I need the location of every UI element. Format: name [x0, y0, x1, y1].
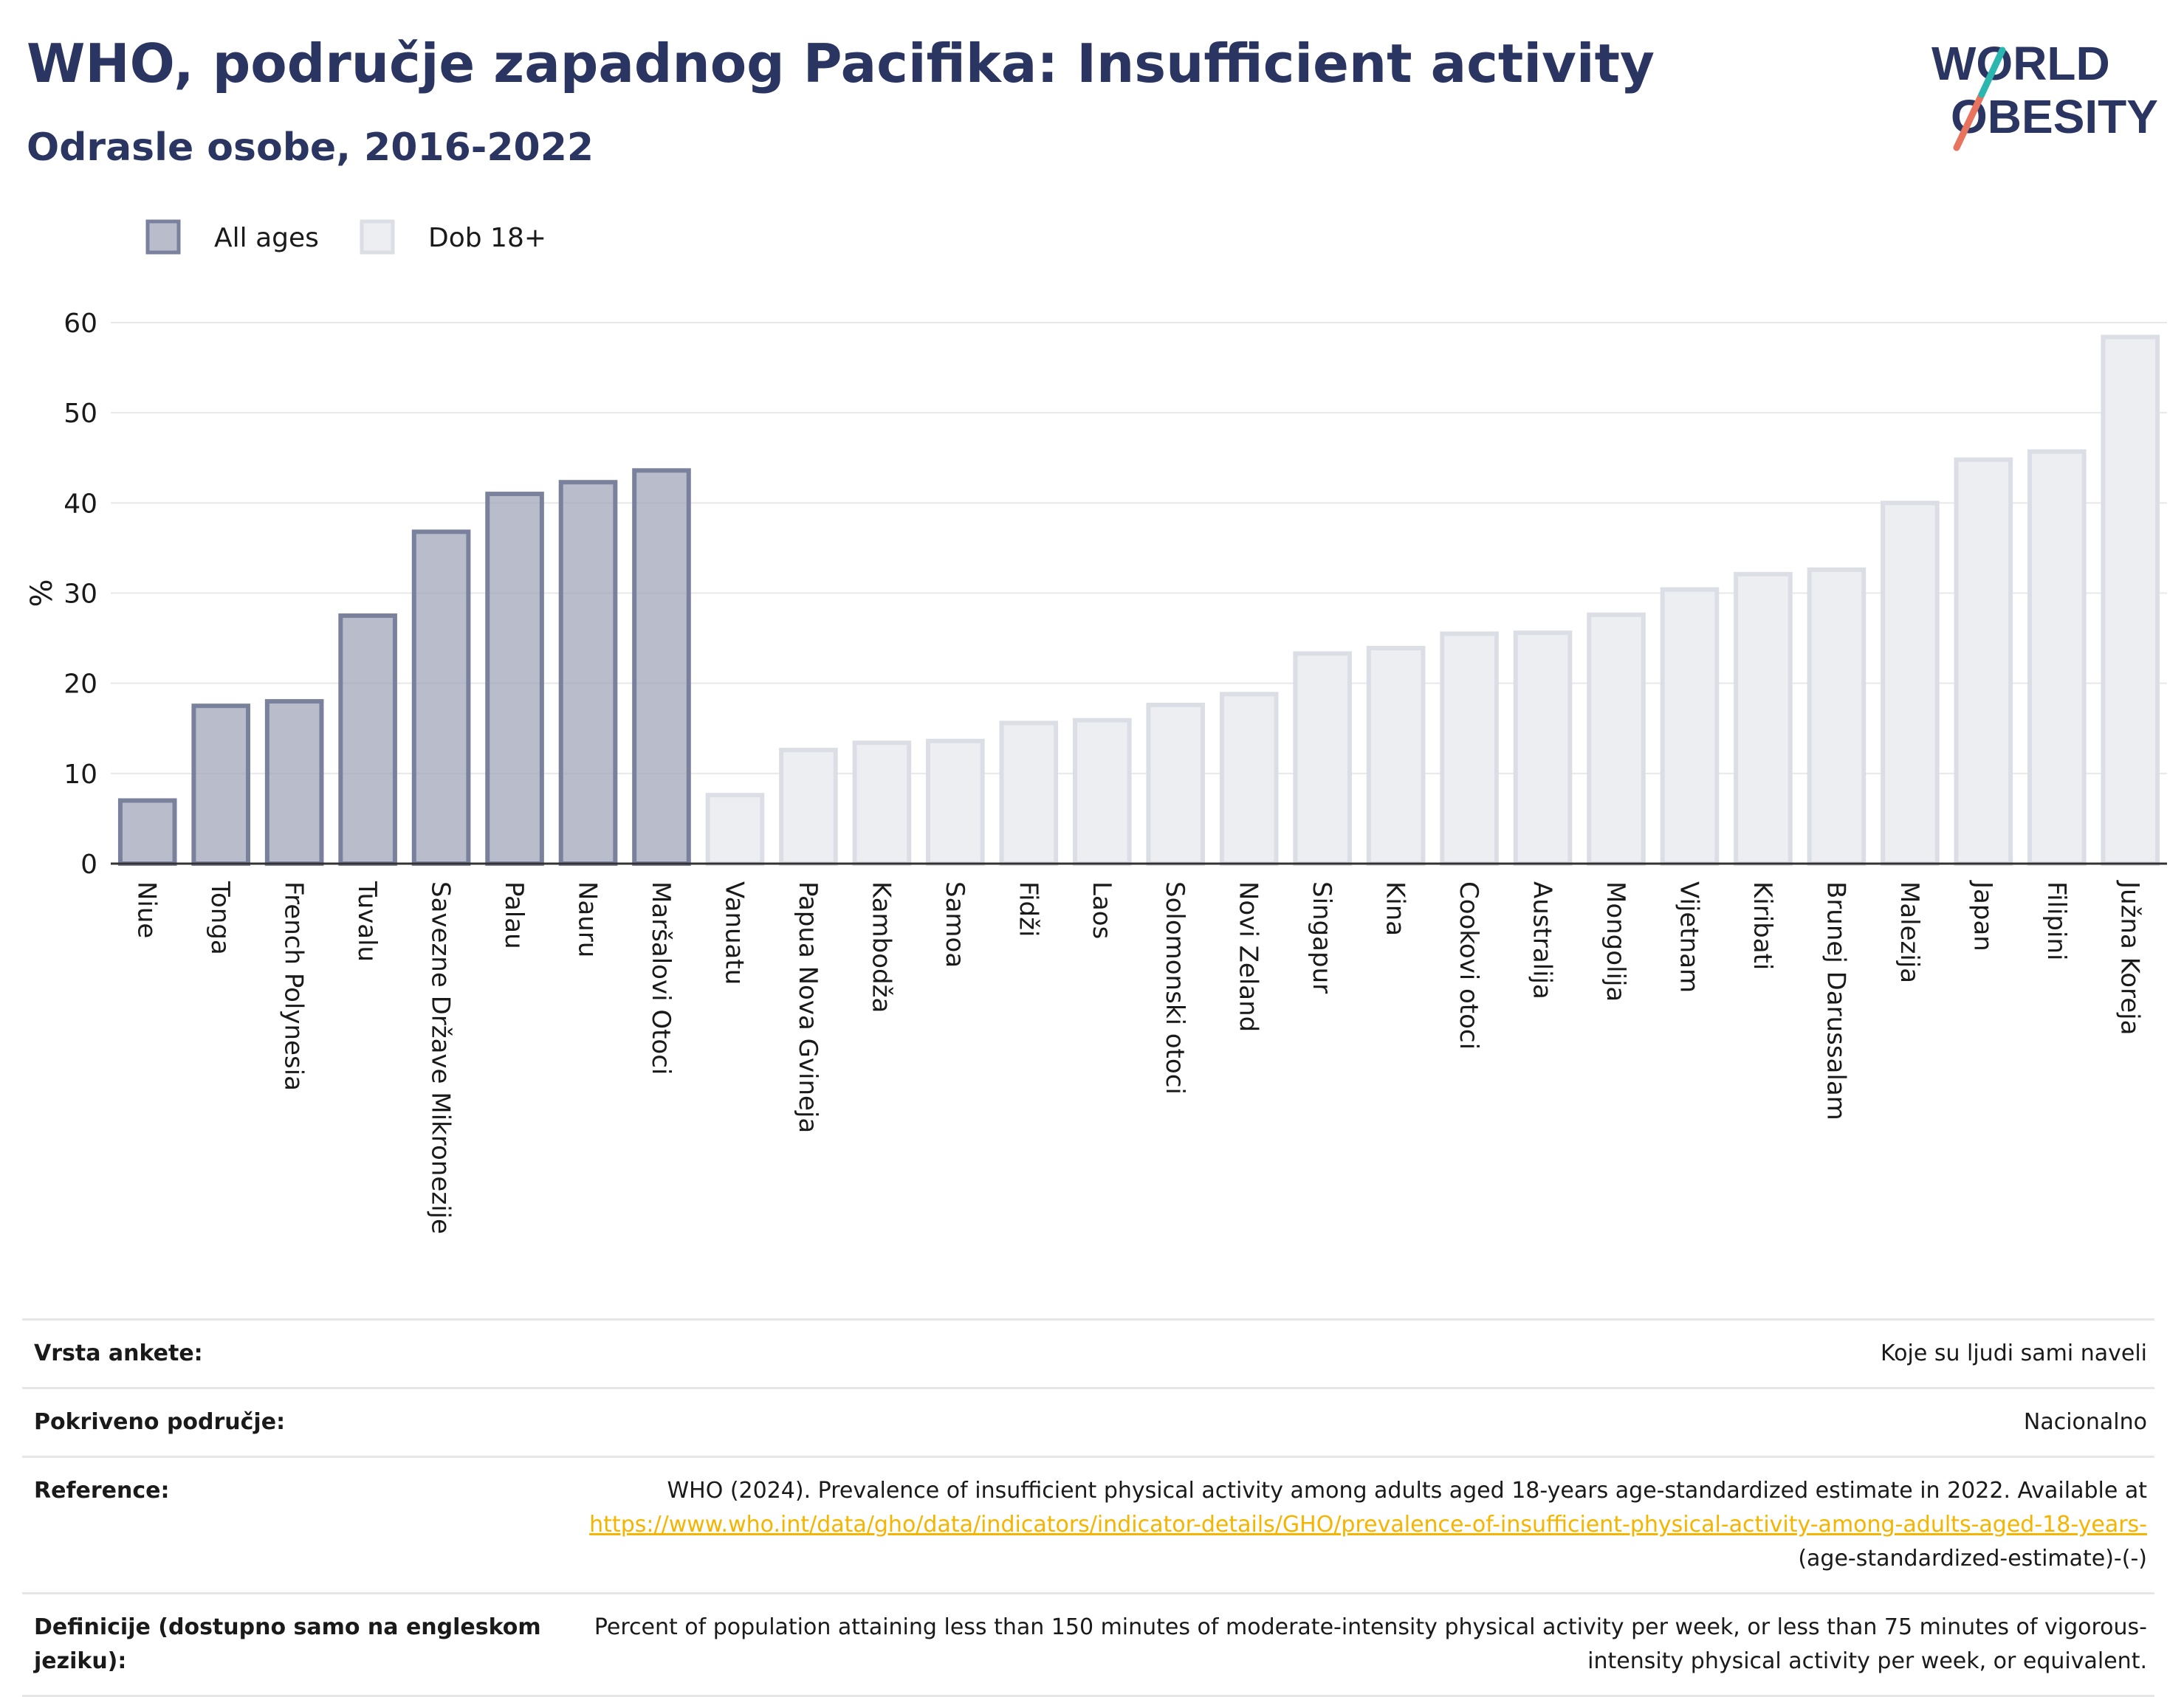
y-axis-label: % [25, 579, 59, 607]
bar-filipini [2027, 449, 2087, 866]
world-obesity-logo: WORLD OBESITY [1931, 37, 2158, 151]
bar-vijetnam [1660, 587, 1720, 866]
bar-laos [1072, 717, 1132, 866]
x-tick-label: Maršalovi Otoci [646, 881, 676, 1075]
x-tick-label: Singapur [1307, 881, 1336, 994]
bar-cookovi-otoci [1440, 631, 1499, 866]
x-tick-label: Samoa [940, 881, 969, 968]
logo-line1: WORLD [1931, 37, 2110, 90]
bar-japan [1954, 457, 2013, 866]
x-tick-label: Južna Koreja [2115, 880, 2144, 1035]
bar-chart: 0 10 20 30 40 50 60% Niue Tonga French Polynesia T… [25, 219, 2167, 1234]
meta-label: Vrsta ankete: [34, 1340, 203, 1366]
x-tick-label: Solomonski otoci [1160, 881, 1189, 1095]
chart-subtitle: Odrasle osobe, 2016-2022 [27, 125, 594, 170]
bar-papua-nova-gvineja [779, 748, 838, 866]
legend-label: All ages [214, 223, 319, 253]
bar-nauru [558, 480, 618, 866]
bar-tuvalu [338, 613, 397, 867]
y-tick-label: 50 [63, 399, 97, 429]
meta-row-survey-type: Vrsta ankete: Koje su ljudi sami naveli [22, 1318, 2154, 1387]
meta-value: WHO (2024). Prevalence of insufficient p… [566, 1474, 2147, 1576]
meta-row-reference: Reference: WHO (2024). Prevalence of ins… [22, 1456, 2154, 1592]
bar-mar-alovi-otoci [632, 468, 691, 866]
x-tick-label: Kina [1381, 881, 1410, 936]
x-tick-label: Kiribati [1748, 881, 1777, 970]
x-tick-label: Malezija [1895, 881, 1924, 983]
x-tick-label: Cookovi otoci [1454, 881, 1483, 1050]
meta-label: Definicije (dostupno samo na engleskom j… [34, 1614, 541, 1674]
bar-kiribati [1734, 571, 1793, 866]
bar-kina [1366, 646, 1426, 866]
metadata-table: Vrsta ankete: Koje su ljudi sami naveli … [22, 1318, 2154, 1697]
x-tick-label: Japan [1968, 880, 1997, 951]
reference-text: WHO (2024). Prevalence of insufficient p… [667, 1478, 2147, 1504]
x-tick-label: Vijetnam [1674, 881, 1703, 993]
x-tick-label: Palau [499, 881, 529, 949]
x-tick-label: Mongolija [1601, 881, 1630, 1002]
x-tick-label: Brunej Darussalam [1821, 881, 1850, 1121]
x-tick-label: Vanuatu [719, 881, 749, 985]
y-tick-label: 20 [63, 669, 97, 700]
bar-palau [485, 492, 544, 866]
logo-slash-coral [1953, 91, 1985, 151]
bar-ju-na-koreja [2101, 334, 2160, 866]
x-tick-label: Nauru [573, 881, 602, 957]
logo-line2: OBESITY [1951, 90, 2158, 143]
legend-label: Dob 18+ [428, 223, 546, 253]
x-tick-label: Novi Zeland [1234, 881, 1263, 1032]
bar-kambod-a [852, 740, 912, 867]
bar-australija [1513, 630, 1573, 867]
legend-swatch [145, 219, 181, 255]
bar-mongolija [1587, 612, 1646, 866]
bar-malezija [1881, 500, 1940, 866]
y-tick-label: 60 [63, 309, 97, 339]
bar-fid-i [999, 720, 1059, 866]
meta-value: Koje su ljudi sami naveli [1880, 1340, 2147, 1366]
x-tick-label: Laos [1087, 881, 1116, 939]
meta-row-definition: Definicije (dostupno samo na engleskom j… [22, 1592, 2154, 1697]
x-tick-label: Kambodža [866, 881, 896, 1013]
bar-niue [117, 798, 177, 866]
x-tick-label: Tonga [205, 881, 235, 955]
bar-solomonski-otoci [1146, 702, 1206, 867]
x-tick-label: Niue [132, 881, 162, 938]
y-tick-label: 0 [80, 850, 97, 880]
x-tick-label: Australija [1528, 881, 1557, 999]
reference-suffix: (age-standardized-estimate)-(-) [1798, 1546, 2147, 1572]
x-tick-label: French Polynesia [279, 881, 309, 1091]
chart-title: WHO, područje zapadnog Pacifika: Insuffi… [27, 32, 1655, 94]
bar-samoa [926, 738, 985, 866]
meta-value: Percent of population attaining less tha… [594, 1614, 2147, 1674]
bar-brunej-darussalam [1807, 567, 1867, 867]
x-tick-label: Fidži [1013, 881, 1043, 937]
logo-slash-teal [1978, 47, 2006, 98]
meta-label: Reference: [34, 1478, 170, 1504]
meta-label: Pokriveno područje: [34, 1409, 286, 1435]
bar-french-polynesia [264, 699, 324, 866]
bar-vanuatu [705, 793, 765, 866]
x-tick-label: Filipini [2042, 881, 2071, 960]
y-tick-label: 30 [63, 579, 97, 610]
bar-tonga [191, 703, 250, 866]
bar-savezne-dr-ave-mikronezije [411, 529, 471, 867]
reference-link[interactable]: https://www.who.int/data/gho/data/indica… [589, 1512, 2147, 1538]
x-tick-label: Tuvalu [352, 881, 382, 962]
y-tick-label: 10 [63, 760, 97, 790]
bar-singapur [1293, 651, 1352, 867]
bar-novi-zeland [1219, 692, 1279, 866]
x-tick-label: Papua Nova Gvineja [793, 881, 823, 1133]
meta-row-coverage: Pokriveno područje: Nacionalno [22, 1387, 2154, 1456]
meta-value: Nacionalno [2023, 1409, 2147, 1435]
x-tick-label: Savezne Države Mikronezije [426, 881, 456, 1234]
y-tick-label: 40 [63, 489, 97, 519]
legend-swatch [360, 219, 395, 255]
